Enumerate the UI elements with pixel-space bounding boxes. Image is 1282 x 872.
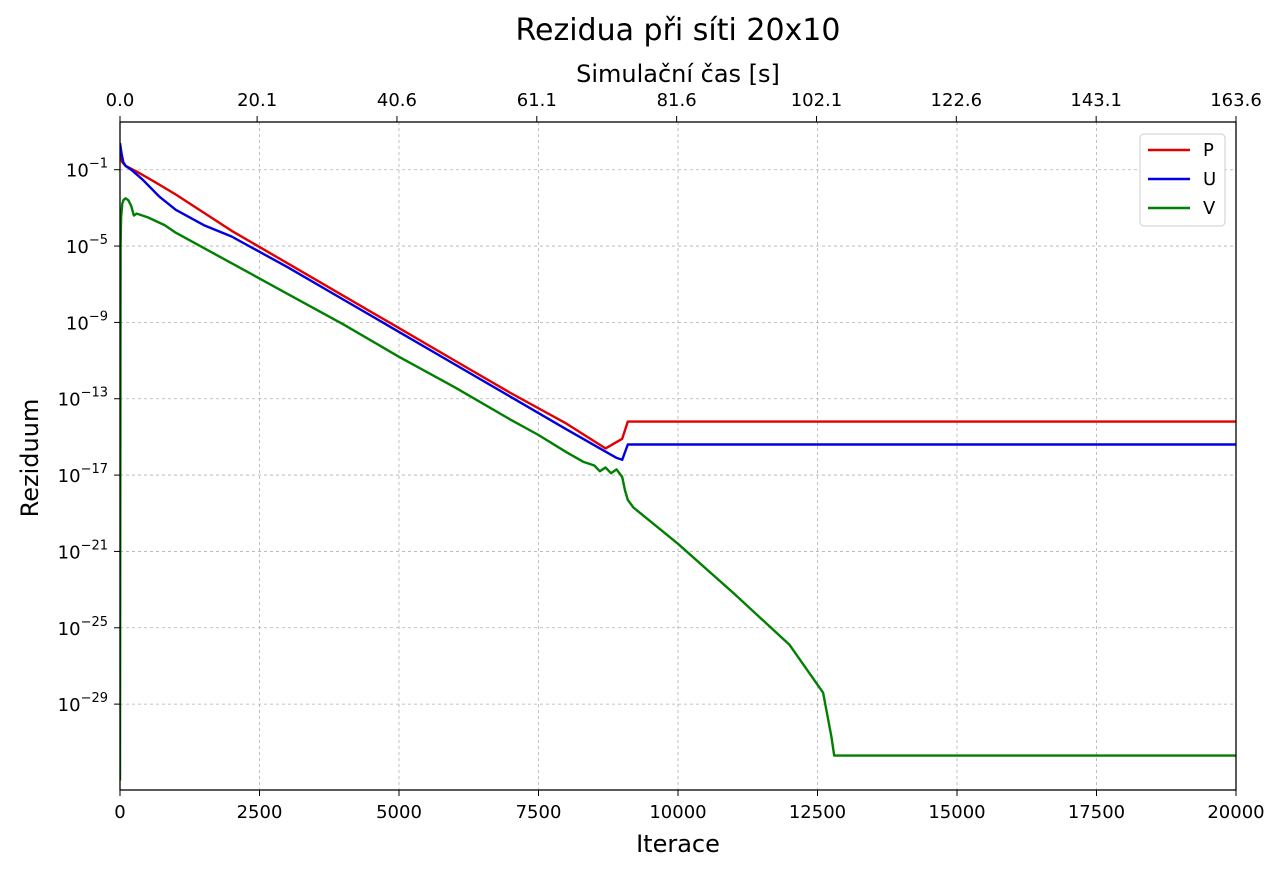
- x-tick-label: 17500: [1068, 802, 1125, 823]
- x-tick-label: 5000: [376, 802, 422, 823]
- y-tick-label: 10−5: [66, 233, 108, 258]
- y-tick-label: 10−1: [66, 157, 108, 182]
- y-tick-label: 10−17: [58, 462, 108, 487]
- x-tick-label: 20000: [1207, 802, 1264, 823]
- x-tick-label: 10000: [649, 802, 706, 823]
- x-tick-label: 15000: [928, 802, 985, 823]
- x-tick-label: 0: [114, 802, 125, 823]
- axis-ticks: 0 2500 5000 7500 10000 12500 15000 17500 20000 0.…: [58, 90, 1265, 823]
- top-tick-label: 61.1: [517, 90, 557, 111]
- top-tick-label: 40.6: [377, 90, 417, 111]
- y-tick-label: 10−13: [58, 386, 108, 411]
- top-tick-label: 102.1: [791, 90, 843, 111]
- x-tick-label: 7500: [516, 802, 562, 823]
- y-tick-label: 10−9: [66, 309, 108, 334]
- x-axis-label: Iterace: [636, 830, 720, 858]
- top-tick-label: 143.1: [1070, 90, 1122, 111]
- x-tick-label: 2500: [237, 802, 283, 823]
- legend: P U V: [1140, 134, 1225, 226]
- x-tick-label: 12500: [789, 802, 846, 823]
- chart-title: Rezidua při síti 20x10: [516, 13, 841, 48]
- y-axis-label: Reziduum: [16, 399, 44, 518]
- top-tick-label: 122.6: [931, 90, 983, 111]
- plot-frame: [120, 122, 1236, 790]
- legend-label-p: P: [1203, 140, 1214, 161]
- top-tick-label: 81.6: [657, 90, 697, 111]
- legend-label-u: U: [1203, 169, 1216, 190]
- grid-lines: [120, 122, 1236, 790]
- y-tick-label: 10−29: [58, 691, 108, 716]
- y-tick-label: 10−25: [58, 615, 108, 640]
- top-tick-label: 163.6: [1210, 90, 1262, 111]
- top-axis-label: Simulační čas [s]: [576, 60, 780, 88]
- legend-label-v: V: [1203, 198, 1216, 219]
- top-tick-label: 0.0: [106, 90, 135, 111]
- top-tick-label: 20.1: [237, 90, 277, 111]
- y-tick-label: 10−21: [58, 538, 108, 563]
